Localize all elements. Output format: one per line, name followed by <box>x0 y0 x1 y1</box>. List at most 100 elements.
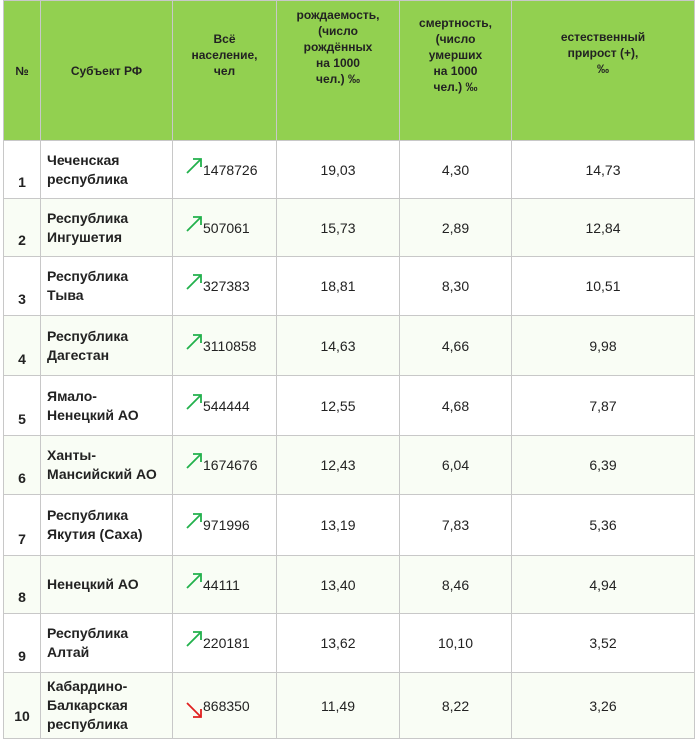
population-cell: 971996 <box>172 494 277 556</box>
header-death: смертность, (число умерших на 1000 чел.)… <box>399 0 512 141</box>
row-number: 4 <box>3 315 41 376</box>
subject-line: Республика <box>47 507 129 523</box>
death-value: 6,04 <box>399 435 512 495</box>
row-number: 8 <box>3 555 41 614</box>
subject-line: Ханты- <box>47 447 97 463</box>
header-subject: Субъект РФ <box>40 0 173 141</box>
growth-value: 10,51 <box>511 256 695 316</box>
table-row: 5 Ямало- Ненецкий АО 544444 12,55 4,68 7,87 <box>3 375 695 436</box>
table-row: 9 Республика Алтай 220181 13,62 10,10 3,52 <box>3 613 695 673</box>
growth-value: 3,26 <box>511 672 695 739</box>
population-value: 1478726 <box>203 161 258 178</box>
row-number: 1 <box>3 140 41 199</box>
header-row: № Субъект РФ Всё население, чел рождаемо… <box>3 0 695 141</box>
table-row: 2 Республика Ингушетия 507061 15,73 2,89 12,84 <box>3 198 695 257</box>
population-cell: 1674676 <box>172 435 277 495</box>
death-value: 4,66 <box>399 315 512 376</box>
population-value: 327383 <box>203 278 250 294</box>
birth-value: 12,55 <box>276 375 400 436</box>
population-cell: 327383 <box>172 256 277 316</box>
trend-up-arrow-icon <box>186 157 202 174</box>
death-value: 8,30 <box>399 256 512 316</box>
table-row: 1 Чеченская республика 1478726 19,03 4,30 14,7… <box>3 140 695 199</box>
subject-name: Кабардино- Балкарская республика <box>40 672 173 739</box>
row-number: 5 <box>3 375 41 436</box>
subject-name: Республика Якутия (Саха) <box>40 494 173 556</box>
population-value: 44111 <box>203 576 240 593</box>
subject-line: Кабардино- <box>47 678 128 694</box>
subject-name: Ханты- Мансийский АО <box>40 435 173 495</box>
population-cell: 220181 <box>172 613 277 673</box>
birth-value: 13,19 <box>276 494 400 556</box>
death-value: 2,89 <box>399 198 512 257</box>
table-row: 3 Республика Тыва 327383 18,81 8,30 10,51 <box>3 256 695 316</box>
subject-line: Ямало- <box>47 387 97 404</box>
population-value: 971996 <box>203 517 250 533</box>
subject-line: Дагестан <box>47 346 110 363</box>
row-number: 10 <box>3 672 41 739</box>
trend-up-arrow-icon <box>186 274 202 290</box>
growth-value: 14,73 <box>511 140 695 199</box>
subject-line: Республика <box>47 268 129 284</box>
row-number: 7 <box>3 494 41 556</box>
subject-name: Республика Ингушетия <box>40 198 173 257</box>
population-value: 3110858 <box>203 337 257 354</box>
table-row: 4 Республика Дагестан 3110858 14,63 4,66 9,98 <box>3 315 695 376</box>
birth-value: 13,62 <box>276 613 400 673</box>
trend-up-arrow-icon <box>186 631 202 647</box>
population-value: 1674676 <box>203 457 258 473</box>
subject-name: Республика Тыва <box>40 256 173 316</box>
population-value: 544444 <box>203 397 250 414</box>
death-value: 8,46 <box>399 555 512 614</box>
header-population: Всё население, чел <box>172 0 277 141</box>
birth-value: 15,73 <box>276 198 400 257</box>
trend-up-arrow-icon <box>186 513 202 529</box>
trend-up-arrow-icon <box>186 215 202 232</box>
subject-line: Ненецкий АО <box>47 406 139 423</box>
trend-down-arrow-icon <box>186 701 202 718</box>
subject-line: Чеченская <box>47 151 120 168</box>
subject-line: Ингушетия <box>47 228 123 245</box>
population-value: 868350 <box>203 697 250 714</box>
row-number: 6 <box>3 435 41 495</box>
table-row: 6 Ханты- Мансийский АО 1674676 12,43 6,04 6,39 <box>3 435 695 495</box>
demographics-table: № Субъект РФ Всё население, чел рождаемо… <box>3 0 695 739</box>
death-value: 10,10 <box>399 613 512 673</box>
growth-value: 3,52 <box>511 613 695 673</box>
population-cell: 1478726 <box>172 140 277 199</box>
row-number: 9 <box>3 613 41 673</box>
header-num: № <box>3 0 41 141</box>
header-growth: естественный прирост (+), ‰ <box>511 0 695 141</box>
population-cell: 544444 <box>172 375 277 436</box>
row-number: 2 <box>3 198 41 257</box>
trend-up-arrow-icon <box>186 393 202 410</box>
birth-value: 14,63 <box>276 315 400 376</box>
subject-name: Республика Дагестан <box>40 315 173 376</box>
table-row: 10 Кабардино- Балкарская республика 868350 11… <box>3 672 695 739</box>
subject-line: Республика <box>47 209 129 226</box>
table-row: 8 Ненецкий АО 44111 13,40 8,46 4,94 <box>3 555 695 614</box>
subject-name: Ненецкий АО <box>40 555 173 614</box>
birth-value: 18,81 <box>276 256 400 316</box>
subject-line: Мансийский АО <box>47 466 157 482</box>
population-cell: 3110858 <box>172 315 277 376</box>
growth-value: 12,84 <box>511 198 695 257</box>
birth-value: 12,43 <box>276 435 400 495</box>
birth-value: 13,40 <box>276 555 400 614</box>
subject-name: Ямало- Ненецкий АО <box>40 375 173 436</box>
death-value: 4,68 <box>399 375 512 436</box>
subject-name: Республика Алтай <box>40 613 173 673</box>
growth-value: 5,36 <box>511 494 695 556</box>
growth-value: 9,98 <box>511 315 695 376</box>
subject-line: Республика <box>47 327 129 344</box>
growth-value: 7,87 <box>511 375 695 436</box>
subject-line: Республика <box>47 625 129 641</box>
population-cell: 44111 <box>172 555 277 614</box>
death-value: 8,22 <box>399 672 512 739</box>
death-value: 7,83 <box>399 494 512 556</box>
row-number: 3 <box>3 256 41 316</box>
population-value: 507061 <box>203 219 250 236</box>
header-birth: рождаемость, (число рождённых на 1000 че… <box>276 0 400 141</box>
population-cell: 507061 <box>172 198 277 257</box>
subject-line: Ненецкий АО <box>47 576 139 592</box>
